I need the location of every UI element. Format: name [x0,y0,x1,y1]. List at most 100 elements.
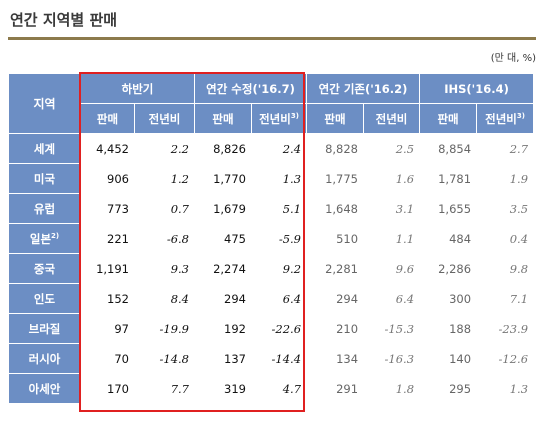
sales-cell: 1,648 [306,193,365,224]
yoy-cell: -15.3 [363,313,421,344]
region-cell: 인도 [8,283,81,314]
header-group-annual-prior: 연간 기존('16.2) [306,73,421,104]
table-row: 유럽 773 0.7 1,679 5.1 1,648 3.1 1,655 3.5 [8,193,535,224]
sales-cell: 319 [194,373,252,404]
sales-cell: 1,655 [419,193,478,224]
yoy-cell: 7.7 [134,373,195,404]
sales-cell: 70 [80,343,135,374]
sales-cell: 906 [80,163,135,194]
sales-cell: 484 [419,223,478,254]
header-row-metrics: 판매 전년비 판매 전년비3) 판매 전년비 판매 전년비3) [9,103,535,134]
page-title: 연간 지역별 판매 [10,11,118,29]
region-cell: 러시아 [8,343,81,374]
yoy-cell: 2.2 [134,133,195,164]
yoy-cell: 9.2 [250,253,308,284]
yoy-cell: 3.1 [363,193,421,224]
yoy-cell: 1.3 [476,373,535,404]
sales-cell: 221 [80,223,135,254]
unit-note: (만 대, %) [490,53,536,64]
yoy-cell: -14.4 [250,343,308,374]
sales-cell: 192 [194,313,252,344]
header-group-annual-revised: 연간 수정('16.7) [193,73,308,104]
table-row: 아세안 170 7.7 319 4.7 291 1.8 295 1.3 [8,373,535,404]
sales-cell: 1,679 [194,193,252,224]
table-row: 일본2) 221 -6.8 475 -5.9 510 1.1 484 0.4 [8,223,535,254]
sales-cell: 2,286 [419,253,478,284]
region-cell: 아세안 [8,373,81,404]
yoy-cell: 6.4 [250,283,308,314]
header-group-ihs: IHS('16.4) [419,73,535,104]
header-group-h2: 하반기 [80,73,195,104]
sales-cell: 291 [306,373,365,404]
yoy-cell: -23.9 [476,313,535,344]
sales-cell: 1,781 [419,163,478,194]
region-cell: 브라질 [8,313,81,344]
sales-cell: 295 [419,373,478,404]
sales-cell: 8,854 [419,133,478,164]
yoy-cell: 4.7 [250,373,308,404]
header-sales: 판매 [194,103,252,134]
yoy-cell: 7.1 [476,283,535,314]
sales-cell: 1,191 [80,253,135,284]
region-cell: 유럽 [8,193,81,224]
yoy-cell: 0.4 [476,223,535,254]
yoy-cell: -12.6 [476,343,535,374]
sales-cell: 137 [194,343,252,374]
sales-cell: 510 [306,223,365,254]
sales-cell: 1,775 [306,163,365,194]
sales-cell: 170 [80,373,135,404]
sales-cell: 294 [306,283,365,314]
sales-cell: 300 [419,283,478,314]
yoy-cell: -19.9 [134,313,195,344]
sales-cell: 475 [194,223,252,254]
title-divider [8,37,536,40]
yoy-cell: 1.2 [134,163,195,194]
header-yoy: 전년비 [363,103,421,134]
table-row: 인도 152 8.4 294 6.4 294 6.4 300 7.1 [8,283,535,314]
table-row: 미국 906 1.2 1,770 1.3 1,775 1.6 1,781 1.9 [8,163,535,194]
header-sales: 판매 [419,103,478,134]
yoy-cell: 1.6 [363,163,421,194]
sales-cell: 2,274 [194,253,252,284]
table-row: 브라질 97 -19.9 192 -22.6 210 -15.3 188 -23.9 [8,313,535,344]
yoy-cell: -16.3 [363,343,421,374]
sales-cell: 97 [80,313,135,344]
yoy-cell: 6.4 [363,283,421,314]
table-row: 러시아 70 -14.8 137 -14.4 134 -16.3 140 -12.6 [8,343,535,374]
yoy-cell: 2.4 [250,133,308,164]
yoy-cell: -5.9 [250,223,308,254]
yoy-cell: 5.1 [250,193,308,224]
table-row: 중국 1,191 9.3 2,274 9.2 2,281 9.6 2,286 9.8 [8,253,535,284]
sales-cell: 8,826 [194,133,252,164]
sales-cell: 152 [80,283,135,314]
header-yoy: 전년비3) [250,103,308,134]
table-row: 세계 4,452 2.2 8,826 2.4 8,828 2.5 8,854 2.7 [8,133,535,164]
yoy-cell: 3.5 [476,193,535,224]
header-yoy: 전년비 [134,103,195,134]
yoy-cell: 2.5 [363,133,421,164]
header-sales: 판매 [80,103,135,134]
yoy-cell: 1.9 [476,163,535,194]
region-cell: 중국 [8,253,81,284]
yoy-cell: 1.8 [363,373,421,404]
sales-cell: 134 [306,343,365,374]
sales-cell: 188 [419,313,478,344]
sales-cell: 1,770 [194,163,252,194]
header-yoy: 전년비3) [476,103,535,134]
yoy-cell: 9.3 [134,253,195,284]
region-cell: 미국 [8,163,81,194]
sales-cell: 294 [194,283,252,314]
yoy-cell: 0.7 [134,193,195,224]
region-cell: 세계 [8,133,81,164]
yoy-cell: 2.7 [476,133,535,164]
sales-cell: 773 [80,193,135,224]
sales-cell: 140 [419,343,478,374]
yoy-cell: -6.8 [134,223,195,254]
yoy-cell: 9.6 [363,253,421,284]
sales-cell: 8,828 [306,133,365,164]
yoy-cell: 1.1 [363,223,421,254]
yoy-cell: -14.8 [134,343,195,374]
region-cell: 일본2) [8,223,81,254]
yoy-cell: 9.8 [476,253,535,284]
yoy-cell: -22.6 [250,313,308,344]
